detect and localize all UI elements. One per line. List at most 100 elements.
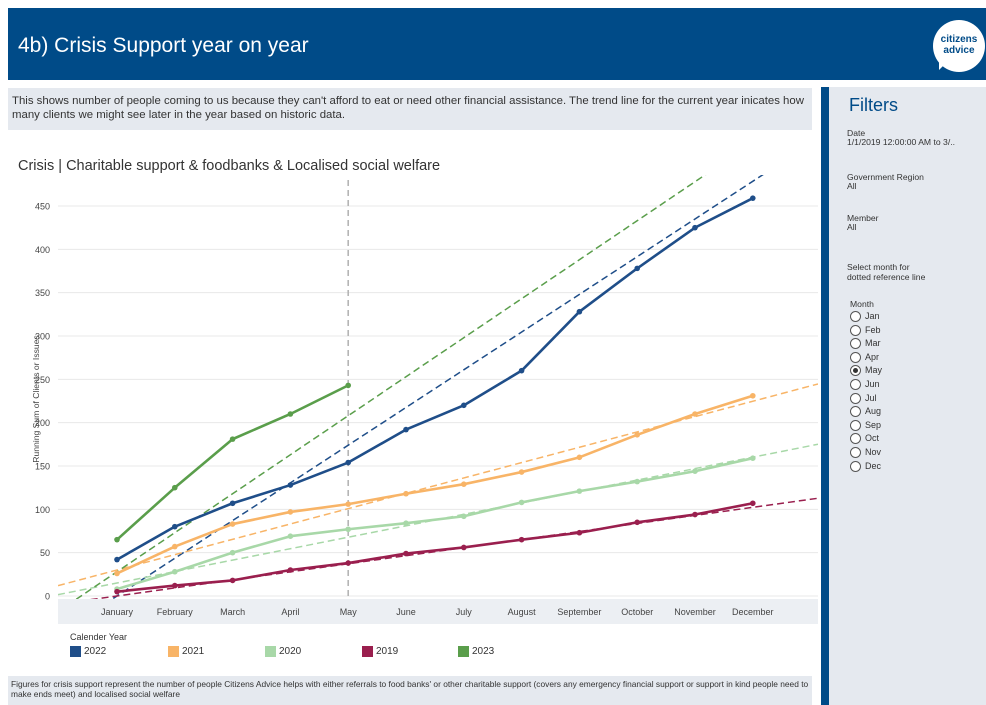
- description-box: This shows number of people coming to us…: [8, 88, 812, 130]
- data-point-2022: [692, 224, 698, 231]
- data-point-2020: [461, 513, 467, 520]
- data-point-2021: [750, 392, 756, 399]
- data-point-2020: [518, 499, 525, 506]
- x-tick-label: December: [732, 607, 774, 617]
- legend-label: 2023: [472, 646, 495, 657]
- legend-label: 2019: [376, 646, 399, 657]
- x-tick-label: February: [157, 607, 194, 617]
- legend-title: Calender Year: [70, 632, 128, 642]
- x-tick-label: May: [340, 607, 358, 617]
- data-point-2021: [518, 469, 525, 475]
- select-month-label-1: Select month for: [847, 262, 910, 272]
- x-tick-label: April: [281, 607, 299, 617]
- radio-circle-icon[interactable]: [850, 433, 861, 445]
- data-point-2019: [750, 500, 756, 507]
- data-point-2020: [634, 478, 640, 485]
- radio-circle-icon[interactable]: [850, 324, 861, 336]
- filters-panel: Filters Date 1/1/2019 12:00:00 AM to 3/.…: [829, 87, 986, 705]
- data-point-2022: [229, 500, 236, 507]
- y-tick-label: 350: [35, 288, 50, 298]
- radio-label: Sep: [865, 419, 882, 430]
- data-point-2022: [287, 482, 294, 488]
- radio-circle-icon[interactable]: [850, 392, 861, 404]
- member-filter-label: Member: [847, 213, 879, 223]
- data-point-2019: [172, 582, 178, 589]
- y-tick-label: 100: [35, 505, 50, 515]
- month-filter-label: Month: [850, 299, 874, 309]
- radio-label: Dec: [865, 460, 882, 471]
- radio-label: Jun: [865, 379, 880, 389]
- x-tick-label: July: [456, 607, 473, 617]
- data-point-2020: [750, 455, 756, 461]
- line-chart: 0 50 100 150 200 250 300 350 400 450 Running Sum o…: [31, 175, 818, 624]
- data-point-2022: [634, 265, 640, 272]
- radio-circle-icon[interactable]: [850, 419, 861, 431]
- data-point-2021: [461, 481, 467, 487]
- data-point-2020: [287, 533, 294, 539]
- radio-label: Feb: [865, 324, 881, 335]
- header-bar: 4b) Crisis Support year on year citizens…: [8, 8, 986, 80]
- description-text: This shows number of people coming to us…: [12, 95, 804, 121]
- radio-circle-icon[interactable]: [850, 351, 861, 363]
- logo-speech-tail: [939, 62, 947, 70]
- data-point-2021: [287, 509, 294, 515]
- x-tick-label: August: [508, 607, 537, 617]
- citizens-advice-logo: citizens advice: [933, 20, 985, 72]
- data-point-2019: [287, 567, 294, 573]
- radio-circle-icon[interactable]: [850, 447, 861, 458]
- data-point-2023: [114, 536, 120, 543]
- series-line-2019: [116, 501, 754, 593]
- data-point-2019: [461, 544, 467, 551]
- data-point-2019: [692, 511, 698, 518]
- chart-title: Crisis | Charitable support & foodbanks …: [18, 158, 441, 174]
- series-line-2022: [116, 197, 754, 561]
- radio-label: May: [865, 365, 883, 376]
- data-point-2020: [229, 549, 236, 556]
- data-point-2023: [229, 436, 236, 442]
- data-point-2020: [692, 468, 698, 474]
- series-line-2021: [116, 394, 754, 575]
- logo-line-1: citizens: [940, 34, 978, 45]
- data-point-2022: [345, 459, 352, 466]
- radio-label: Oct: [865, 433, 880, 444]
- date-filter-value[interactable]: 1/1/2019 12:00:00 AM to 3/..: [847, 137, 955, 147]
- data-point-2021: [172, 543, 178, 550]
- radio-circle-icon[interactable]: [850, 379, 861, 390]
- radio-selected-dot: [853, 368, 858, 374]
- x-tick-label: October: [621, 607, 653, 617]
- radio-circle-icon[interactable]: [850, 406, 861, 418]
- legend-swatch: [362, 646, 373, 657]
- data-point-2021: [345, 501, 352, 507]
- legend-label: 2020: [279, 646, 302, 657]
- data-point-2022: [518, 367, 525, 374]
- series-line-2023: [116, 384, 349, 541]
- data-point-2022: [403, 426, 409, 433]
- data-point-2022: [172, 523, 178, 530]
- data-point-2021: [634, 431, 640, 438]
- data-point-2023: [172, 484, 178, 491]
- y-axis-label: Running Sum of Clients or Issues: [31, 335, 41, 463]
- trend-line-2023: [75, 175, 707, 599]
- radio-circle-icon[interactable]: [850, 365, 861, 377]
- data-point-2019: [345, 560, 352, 566]
- radio-circle-icon[interactable]: [850, 311, 861, 322]
- sidebar-divider: [821, 87, 829, 705]
- footnote-text: Figures for crisis support represent the…: [11, 679, 809, 699]
- data-point-2019: [403, 550, 409, 557]
- data-point-2021: [114, 570, 120, 577]
- series-line-2020: [116, 456, 754, 591]
- y-tick-label: 400: [35, 245, 50, 255]
- filters-title: Filters: [849, 95, 898, 115]
- member-filter-value[interactable]: All: [847, 222, 857, 232]
- trend-line-2021: [58, 383, 818, 587]
- data-point-2019: [229, 577, 236, 584]
- radio-label: Mar: [865, 338, 881, 349]
- trend-line-2022: [111, 175, 764, 599]
- data-point-2019: [518, 536, 525, 543]
- radio-circle-icon[interactable]: [850, 460, 861, 472]
- data-point-2019: [576, 529, 583, 536]
- region-filter-value[interactable]: All: [847, 181, 857, 191]
- data-point-2023: [345, 382, 352, 389]
- data-point-2021: [576, 454, 583, 461]
- radio-circle-icon[interactable]: [850, 338, 861, 350]
